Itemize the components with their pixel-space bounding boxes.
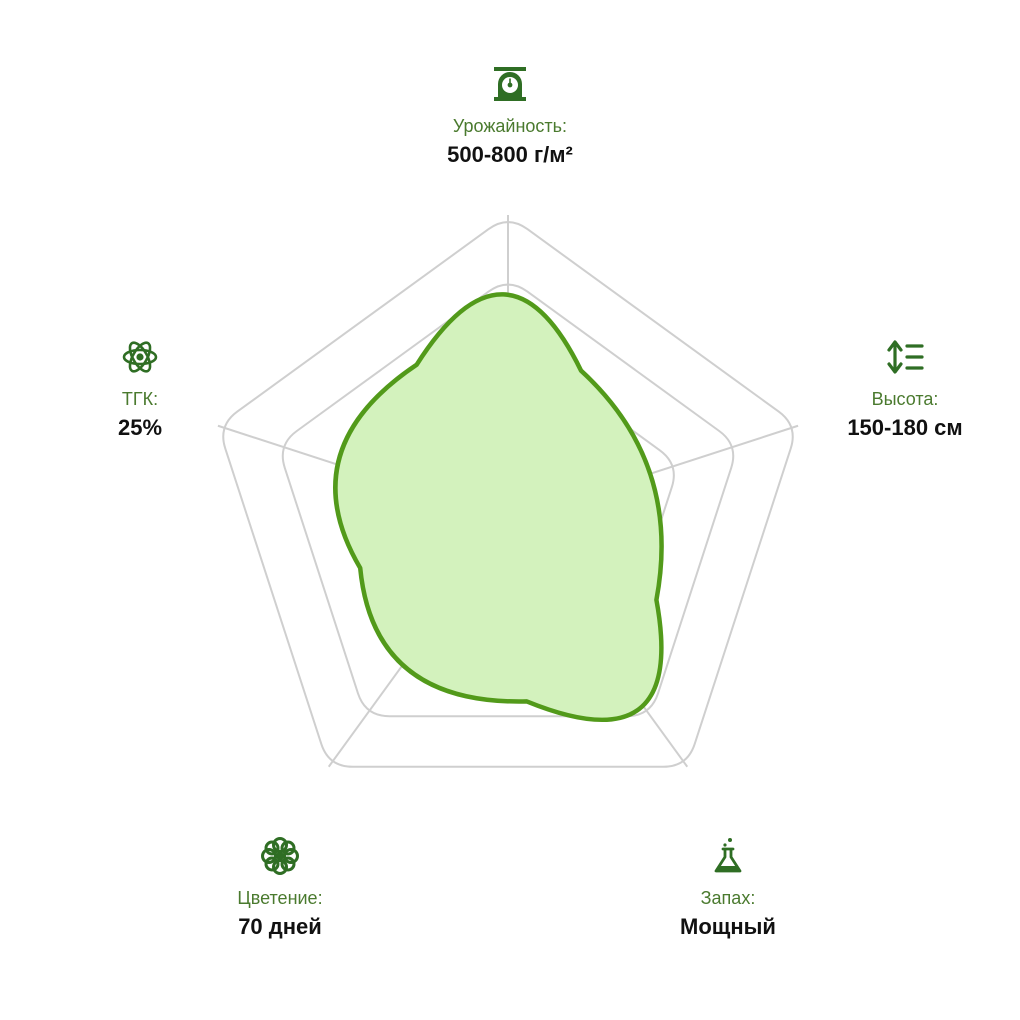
atom-icon [122, 341, 158, 373]
axis-name: Высота: [871, 389, 939, 409]
radar-data-area [333, 292, 664, 723]
flask-icon [714, 838, 742, 873]
axis-name: Цветение: [237, 888, 323, 908]
axis-name: Урожайность: [452, 116, 568, 136]
axis-value: Мощный [680, 914, 776, 939]
flower-icon [261, 837, 299, 875]
axis-value: 500-800 г/м² [447, 142, 573, 167]
grid-ring-4 [281, 283, 735, 718]
axis-label-aroma: Запах: Мощный [608, 836, 848, 942]
axis-label-flowering: Цветение: 70 дней [160, 836, 400, 942]
scale-icon [494, 67, 526, 101]
axis-value: 70 дней [238, 914, 322, 939]
axis-value: 150-180 см [847, 415, 963, 440]
height-icon [887, 340, 924, 374]
axis-label-height: Высота: 150-180 см [785, 337, 1020, 443]
axis-label-thc: ТГК: 25% [20, 337, 260, 443]
axis-name: Запах: [700, 888, 756, 908]
axis-label-yield: Урожайность: 500-800 г/м² [390, 64, 630, 170]
axis-value: 25% [117, 415, 163, 440]
grid-ring-5 [222, 221, 794, 768]
axis-name: ТГК: [121, 389, 159, 409]
